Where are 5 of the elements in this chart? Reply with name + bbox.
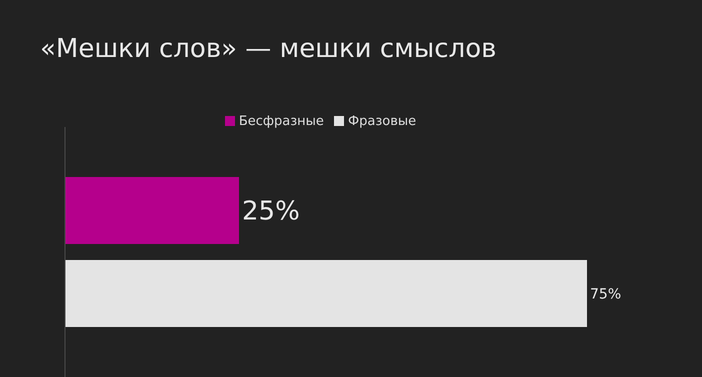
- data-label: 75%: [590, 286, 622, 302]
- data-label: 25%: [242, 196, 300, 227]
- chart-title: «Мешки слов» — мешки смыслов: [40, 34, 496, 64]
- legend-label: Бесфразные: [238, 114, 324, 129]
- legend-label: Фразовые: [348, 114, 416, 129]
